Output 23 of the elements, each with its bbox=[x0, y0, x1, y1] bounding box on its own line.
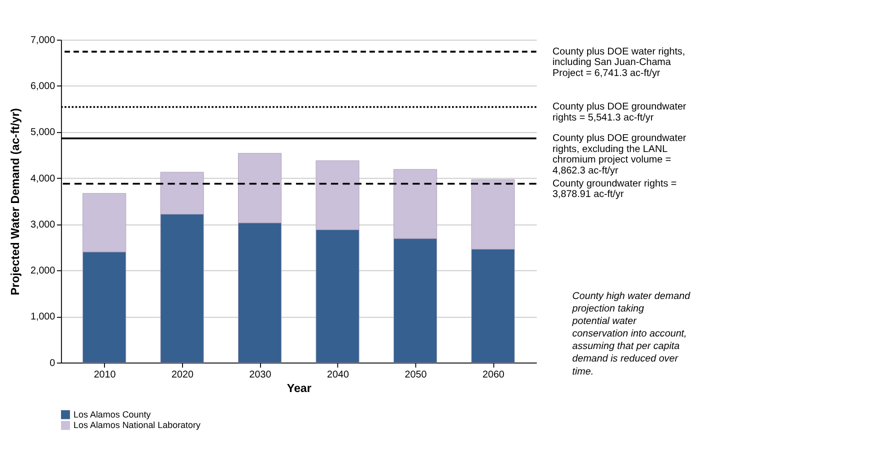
y-tick-label: 4,000 bbox=[30, 173, 56, 184]
y-tick-label: 3,000 bbox=[30, 219, 56, 230]
x-axis-title: Year bbox=[286, 382, 312, 395]
x-tick-label: 2020 bbox=[172, 369, 194, 380]
y-tick-label: 0 bbox=[50, 358, 56, 369]
ref-line-label: County plus DOE water rights, including San Juan-Chama Project = 6,741.3 ac-ft/yr bbox=[552, 46, 686, 79]
y-tick-label: 7,000 bbox=[30, 34, 56, 46]
x-tick-label: 2050 bbox=[404, 369, 428, 380]
ref-line-label: County plus DOE groundwater rights, excluding the LANL chromium project volume = 4,862.3 ac-ft/yr bbox=[552, 133, 687, 176]
text: County high water demand projection taking potential water conservation into account, assuming that per capita demand is reduced over time. bbox=[571, 290, 691, 378]
x-tick-label: 2060 bbox=[482, 369, 505, 380]
legend-label: Los Alamos National Laboratory bbox=[74, 420, 201, 430]
x-tick-label: 2040 bbox=[327, 369, 350, 380]
ref-line-label: County plus DOE groundwater rights = 5,541.3 ac-ft/yr bbox=[552, 102, 687, 124]
y-tick-label: 6,000 bbox=[30, 81, 56, 92]
y-tick-label: 2,000 bbox=[30, 266, 56, 277]
legend-label: Los Alamos County bbox=[74, 409, 152, 420]
y-tick-label: 5,000 bbox=[30, 127, 56, 138]
ref-line-label: County groundwater rights = 3,878.91 ac-ft/yr bbox=[552, 178, 677, 200]
x-tick-label: 2010 bbox=[94, 369, 116, 380]
y-axis-title: Projected Water Demand (ac-ft/yr) bbox=[8, 108, 22, 296]
x-tick-label: 2030 bbox=[249, 369, 272, 380]
y-tick-label: 1,000 bbox=[30, 312, 56, 323]
